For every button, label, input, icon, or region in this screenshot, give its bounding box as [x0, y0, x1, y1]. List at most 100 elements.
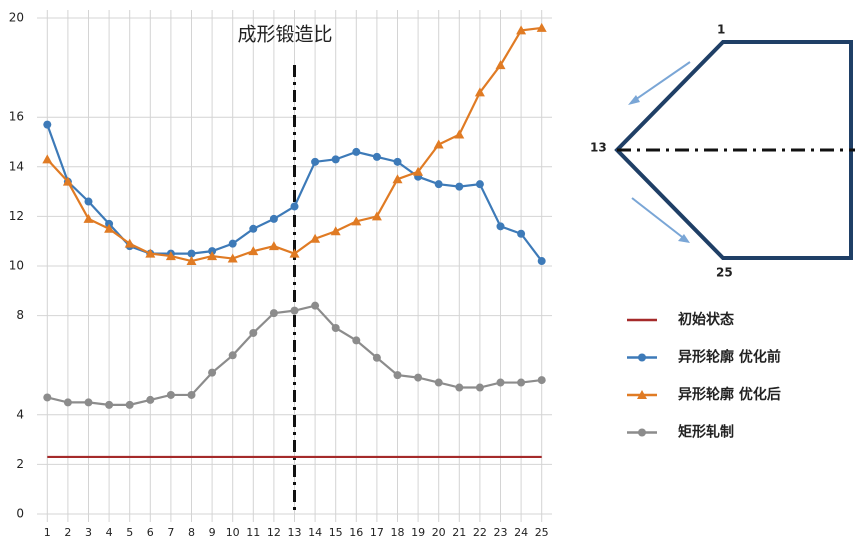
- point: [124, 238, 135, 248]
- point: [331, 155, 340, 164]
- point: [84, 398, 93, 407]
- x-tick-label: 22: [473, 526, 487, 539]
- point: [537, 376, 546, 385]
- point: [371, 211, 382, 221]
- legend-marker: [638, 353, 646, 362]
- legend-marker: [638, 428, 646, 437]
- point: [269, 309, 278, 318]
- point: [268, 241, 279, 251]
- point: [125, 400, 134, 409]
- y-tick-label: 8: [16, 308, 24, 322]
- x-tick-label: 14: [308, 526, 322, 539]
- point: [517, 229, 526, 238]
- point: [249, 328, 258, 337]
- point: [290, 306, 299, 315]
- x-tick-label: 11: [246, 526, 260, 539]
- point: [413, 166, 424, 176]
- point: [146, 395, 155, 404]
- point: [84, 197, 93, 206]
- y-tick-label: 20: [9, 11, 24, 25]
- shape-diagram: 1 13 25: [590, 23, 855, 280]
- point: [289, 248, 300, 258]
- point: [414, 373, 423, 382]
- legend-item: 矩形轧制: [627, 424, 734, 441]
- y-tick-label: 10: [9, 259, 24, 273]
- point: [311, 157, 320, 166]
- point: [372, 152, 381, 161]
- x-tick-label: 5: [126, 526, 133, 539]
- point: [228, 239, 237, 248]
- point: [310, 233, 321, 243]
- arrow-head: [628, 95, 640, 105]
- point: [536, 22, 547, 32]
- point: [207, 251, 218, 261]
- y-tick-label: 12: [9, 209, 24, 223]
- profile-shape: [614, 40, 853, 260]
- point: [269, 214, 278, 223]
- point: [228, 351, 237, 360]
- diagram-label: 25: [716, 266, 733, 280]
- point: [186, 256, 197, 266]
- point: [290, 202, 299, 211]
- legend-item: 初始状态: [627, 311, 734, 328]
- x-tick-label: 10: [226, 526, 240, 539]
- y-tick-label: 14: [9, 159, 24, 173]
- point: [83, 213, 94, 223]
- point: [63, 398, 72, 407]
- point: [208, 368, 217, 377]
- x-tick-label: 13: [288, 526, 302, 539]
- legend-marker: [637, 390, 647, 399]
- point: [393, 157, 402, 166]
- point: [311, 301, 320, 310]
- point: [187, 249, 196, 258]
- x-tick-label: 19: [411, 526, 425, 539]
- point: [249, 224, 258, 233]
- x-tick-label: 1: [44, 526, 51, 539]
- x-tick-label: 17: [370, 526, 384, 539]
- point: [475, 383, 484, 392]
- legend-item: 异形轮廓 优化前: [627, 349, 781, 366]
- point: [43, 120, 52, 129]
- x-tick-label: 2: [64, 526, 71, 539]
- legend-label: 初始状态: [678, 311, 734, 328]
- x-tick-label: 9: [209, 526, 216, 539]
- point: [372, 353, 381, 362]
- x-tick-label: 21: [452, 526, 466, 539]
- point: [434, 378, 443, 387]
- legend-label: 异形轮廓 优化后: [678, 386, 781, 403]
- point: [392, 174, 403, 184]
- point: [42, 154, 53, 164]
- arrow: [631, 197, 687, 241]
- point: [248, 246, 259, 256]
- point: [496, 378, 505, 387]
- x-tick-label: 6: [147, 526, 154, 539]
- legend-label: 异形轮廓 优化前: [678, 349, 781, 366]
- x-tick-label: 16: [349, 526, 363, 539]
- point: [145, 248, 156, 258]
- legend-label: 矩形轧制: [678, 424, 734, 441]
- point: [352, 147, 361, 156]
- point: [516, 25, 527, 35]
- y-tick-label: 4: [16, 407, 24, 421]
- point: [496, 222, 505, 231]
- point: [475, 180, 484, 189]
- y-tick-label: 2: [16, 457, 24, 471]
- x-tick-label: 24: [514, 526, 528, 539]
- point: [227, 253, 238, 263]
- legend-item: 异形轮廓 优化后: [627, 386, 781, 403]
- x-tick-label: 12: [267, 526, 281, 539]
- point: [455, 383, 464, 392]
- point: [495, 60, 506, 70]
- plot: [42, 22, 547, 512]
- point: [455, 182, 464, 191]
- y-tick-label: 0: [16, 507, 24, 521]
- x-tick-label: 15: [329, 526, 343, 539]
- y-tick-label: 16: [9, 110, 24, 124]
- point: [187, 390, 196, 399]
- diagram-label: 1: [717, 23, 725, 37]
- point: [331, 324, 340, 332]
- point: [434, 180, 443, 189]
